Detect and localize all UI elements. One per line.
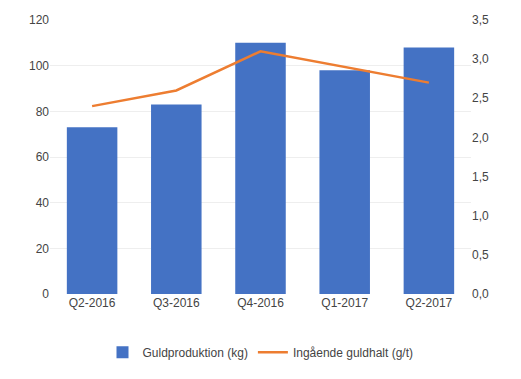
svg-text:Guldproduktion (kg): Guldproduktion (kg) (143, 346, 248, 360)
svg-text:Q3-2016: Q3-2016 (153, 296, 200, 310)
svg-text:3,0: 3,0 (472, 52, 489, 66)
svg-text:120: 120 (29, 13, 49, 27)
svg-text:80: 80 (36, 105, 50, 119)
svg-text:2,5: 2,5 (472, 91, 489, 105)
svg-text:60: 60 (36, 150, 50, 164)
svg-text:3,5: 3,5 (472, 13, 489, 27)
svg-text:40: 40 (36, 196, 50, 210)
svg-text:100: 100 (29, 59, 49, 73)
svg-text:1,5: 1,5 (472, 170, 489, 184)
svg-text:Q1-2017: Q1-2017 (321, 296, 368, 310)
svg-text:2,0: 2,0 (472, 131, 489, 145)
svg-text:Q2-2017: Q2-2017 (406, 296, 453, 310)
svg-text:0,5: 0,5 (472, 248, 489, 262)
svg-text:Q2-2016: Q2-2016 (69, 296, 116, 310)
svg-text:0,0: 0,0 (472, 287, 489, 301)
svg-text:Ingående guldhalt (g/t): Ingående guldhalt (g/t) (293, 346, 413, 360)
svg-text:1,0: 1,0 (472, 209, 489, 223)
svg-text:0: 0 (42, 287, 49, 301)
svg-text:Q4-2016: Q4-2016 (237, 296, 284, 310)
svg-text:20: 20 (36, 242, 50, 256)
